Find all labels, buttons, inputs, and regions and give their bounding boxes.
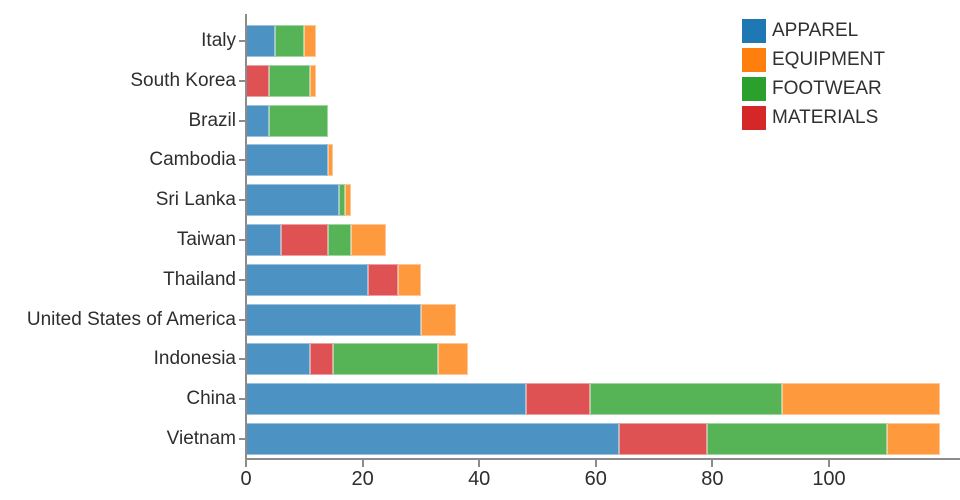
bar-segment-footwear[interactable] (339, 184, 346, 217)
bar-segment-equipment[interactable] (304, 25, 316, 57)
legend-label: FOOTWEAR (772, 78, 882, 99)
bar-segment-materials[interactable] (619, 423, 707, 455)
bar-segment-equipment[interactable] (350, 224, 386, 256)
y-axis-label: Brazil (188, 109, 236, 131)
bar-segment-footwear[interactable] (333, 343, 439, 376)
y-axis-label: Cambodia (149, 149, 236, 171)
y-axis-label: Italy (201, 30, 236, 51)
bar-segment-footwear[interactable] (327, 224, 351, 256)
y-axis-label: Thailand (163, 268, 236, 290)
legend-swatch-materials (742, 106, 766, 130)
bar-segment-equipment[interactable] (345, 184, 351, 217)
y-axis-tick (239, 199, 246, 202)
x-axis-tick (478, 459, 481, 467)
bar-segment-apparel[interactable] (246, 263, 369, 296)
bar-segment-footwear[interactable] (269, 104, 328, 137)
y-axis-label: South Korea (130, 69, 236, 91)
bar-segment-materials[interactable] (368, 263, 398, 296)
bar-segment-equipment[interactable] (887, 423, 940, 455)
y-axis-line (245, 14, 247, 459)
bar-segment-apparel[interactable] (246, 25, 276, 57)
bar-brazil (246, 104, 328, 137)
bar-vietnam (246, 423, 940, 455)
bar-indonesia (246, 343, 468, 376)
y-axis-label: Sri Lanka (155, 189, 236, 211)
x-axis-tick-label: 40 (468, 468, 491, 490)
x-axis-tick (828, 459, 830, 467)
y-axis-tick (239, 79, 246, 82)
bar-segment-materials[interactable] (246, 64, 270, 97)
bar-segment-equipment[interactable] (310, 64, 316, 97)
legend-swatch-equipment (742, 48, 766, 72)
bar-segment-materials[interactable] (525, 383, 590, 416)
bar-segment-apparel[interactable] (246, 224, 281, 256)
x-axis-tick-label: 100 (812, 468, 846, 490)
bar-segment-apparel[interactable] (246, 144, 328, 177)
bar-segment-apparel[interactable] (246, 383, 526, 416)
legend-label: EQUIPMENT (772, 49, 885, 70)
bar-taiwan (246, 224, 386, 256)
x-axis-tick (245, 459, 247, 467)
bar-segment-apparel[interactable] (246, 343, 311, 376)
bar-segment-footwear[interactable] (275, 25, 305, 57)
legend-label: APPAREL (772, 20, 859, 41)
bar-south-korea (246, 64, 316, 97)
y-axis-tick (239, 239, 246, 241)
bar-sri-lanka (246, 184, 351, 217)
y-axis-tick (239, 119, 246, 122)
y-axis-tick (239, 318, 246, 321)
bar-segment-apparel[interactable] (246, 423, 620, 455)
legend-item-apparel[interactable]: APPAREL (742, 19, 885, 43)
y-axis-tick (239, 358, 246, 361)
y-axis-tick (239, 398, 246, 401)
bar-segment-apparel[interactable] (246, 303, 421, 336)
bar-segment-materials[interactable] (280, 224, 328, 256)
legend-item-equipment[interactable]: EQUIPMENT (742, 48, 885, 72)
legend-label: MATERIALS (772, 107, 879, 128)
y-axis-label: Indonesia (153, 348, 236, 370)
y-axis-label: United States of America (26, 308, 236, 330)
bar-segment-footwear[interactable] (589, 383, 783, 416)
legend-item-materials[interactable]: MATERIALS (742, 106, 885, 130)
y-axis-tick (239, 159, 246, 162)
bar-united-states-of-america (246, 303, 456, 336)
bar-cambodia (246, 144, 334, 177)
bar-segment-equipment[interactable] (397, 263, 421, 296)
legend-item-footwear[interactable]: FOOTWEAR (742, 77, 885, 101)
legend-swatch-footwear (742, 77, 766, 101)
bar-thailand (246, 263, 421, 296)
x-axis-line (245, 458, 960, 460)
bar-segment-equipment[interactable] (420, 303, 456, 336)
bar-segment-equipment[interactable] (438, 343, 468, 376)
y-axis-tick (239, 278, 246, 281)
x-axis-tick (361, 459, 364, 467)
legend-swatch-apparel (742, 19, 766, 43)
x-axis-tick (594, 459, 597, 467)
y-axis-tick (239, 438, 246, 440)
bar-segment-materials[interactable] (310, 343, 334, 376)
bar-segment-equipment[interactable] (782, 383, 940, 416)
x-axis-tick-label: 20 (351, 468, 374, 490)
y-axis-tick (239, 40, 246, 42)
bar-segment-footwear[interactable] (269, 64, 311, 97)
bar-segment-apparel[interactable] (246, 184, 340, 217)
legend: APPAREL EQUIPMENT FOOTWEAR MATERIALS (742, 19, 885, 135)
x-axis-tick-label: 0 (240, 468, 252, 490)
bar-segment-footwear[interactable] (706, 423, 888, 455)
y-axis-label: Vietnam (166, 428, 236, 449)
y-axis-label: Taiwan (176, 229, 236, 250)
bar-segment-equipment[interactable] (327, 144, 334, 177)
x-axis-tick (711, 459, 714, 467)
x-axis-tick-label: 80 (701, 468, 724, 490)
bar-segment-apparel[interactable] (246, 104, 270, 137)
bar-china (246, 383, 940, 416)
bar-italy (246, 25, 316, 57)
x-axis-tick-label: 60 (584, 468, 607, 490)
y-axis-label: China (186, 388, 236, 410)
